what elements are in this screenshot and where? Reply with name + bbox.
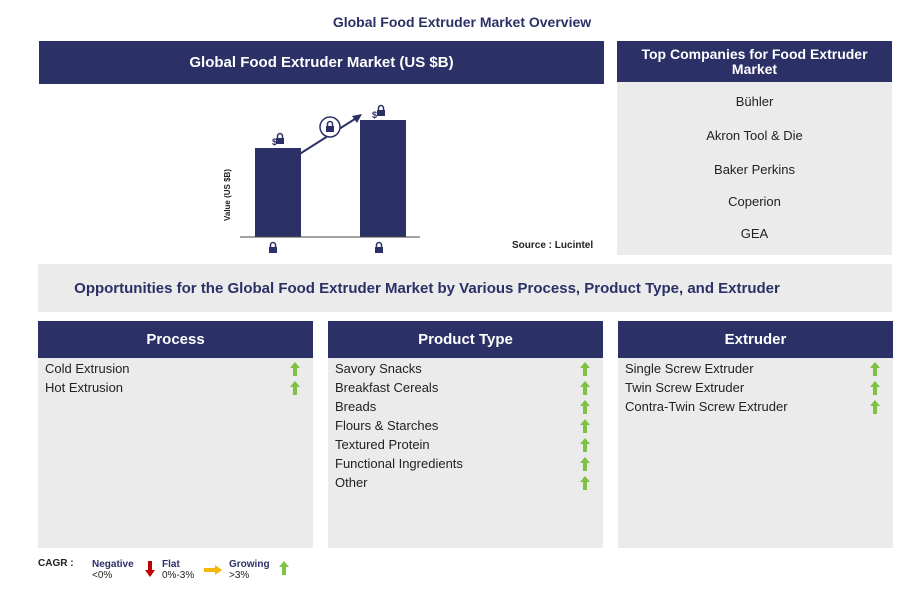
trend-arrow <box>870 362 880 376</box>
segment-item: Cold Extrusion <box>45 360 306 378</box>
legend-range: 0%-3% <box>162 570 195 581</box>
bar <box>360 120 406 237</box>
item-label: Textured Protein <box>335 437 430 452</box>
companies-panel: Bühler Akron Tool & Die Baker Perkins Coper… <box>617 82 892 255</box>
item-label: Breads <box>335 399 377 414</box>
trend-arrow <box>290 381 300 395</box>
trend-arrow <box>580 457 590 471</box>
legend-label: CAGR : <box>38 558 74 569</box>
item-label: Other <box>335 475 368 490</box>
segment-item: Functional Ingredients <box>335 455 596 473</box>
item-label: Cold Extrusion <box>45 361 130 376</box>
segment-item: Breakfast Cereals <box>335 379 596 397</box>
trend-arrow <box>290 362 300 376</box>
market-chart: Value (US $B) $ $ Source : Lucintel <box>223 104 593 254</box>
item-label: Flours & Starches <box>335 418 439 433</box>
page-title: Global Food Extruder Market Overview <box>332 14 592 30</box>
segment-panel: Savory Snacks Breakfast Cereals Breads Flou… <box>328 358 603 548</box>
trend-arrow <box>279 561 289 575</box>
segment-item: Contra-Twin Screw Extruder <box>625 398 886 416</box>
trend-arrow <box>580 381 590 395</box>
trend-arrow <box>204 565 222 575</box>
segment-item: Twin Screw Extruder <box>625 379 886 397</box>
company-name: GEA <box>740 226 769 241</box>
item-label: Savory Snacks <box>335 361 422 376</box>
legend-range: >3% <box>229 570 250 581</box>
item-label: Single Screw Extruder <box>625 361 754 376</box>
segment-header: Extruder <box>618 321 893 358</box>
trend-arrow <box>580 476 590 490</box>
bar-label: $ <box>272 137 277 147</box>
segment-item: Hot Extrusion <box>45 379 306 397</box>
source-note: Source : Lucintel <box>512 240 593 251</box>
bar-label: $ <box>372 110 377 120</box>
opportunities-title: Opportunities for the Global Food Extrud… <box>74 279 780 297</box>
opportunities-band: Opportunities for the Global Food Extrud… <box>38 264 892 312</box>
legend-item: Flat 0%-3% <box>162 559 195 581</box>
segment-header: Product Type <box>328 321 603 358</box>
segment-item: Breads <box>335 398 596 416</box>
trend-arrow <box>870 400 880 414</box>
company-name: Akron Tool & Die <box>706 128 803 143</box>
lock-icon <box>376 104 386 117</box>
trend-arrow <box>145 561 155 577</box>
legend-range: <0% <box>92 570 113 581</box>
segment-item: Other <box>335 474 596 492</box>
item-label: Hot Extrusion <box>45 380 124 395</box>
company-name: Bühler <box>735 94 774 109</box>
segment-item: Savory Snacks <box>335 360 596 378</box>
growth-arrow-head <box>352 114 362 123</box>
segment-item: Textured Protein <box>335 436 596 454</box>
segment-header: Process <box>38 321 313 358</box>
item-label: Functional Ingredients <box>335 456 463 471</box>
companies-header: Top Companies for Food Extruder Market <box>617 41 892 82</box>
item-label: Breakfast Cereals <box>335 380 439 395</box>
trend-arrow <box>580 400 590 414</box>
trend-arrow <box>580 419 590 433</box>
legend-item: Negative <0% <box>92 559 134 581</box>
company-name: Coperion <box>728 194 781 209</box>
y-axis-label: Value (US $B) <box>223 169 232 221</box>
market-header: Global Food Extruder Market (US $B) <box>39 41 604 84</box>
bar <box>255 148 301 237</box>
lock-icon <box>268 241 278 254</box>
trend-arrow <box>580 438 590 452</box>
segment-item: Flours & Starches <box>335 417 596 435</box>
company-name: Baker Perkins <box>714 162 795 177</box>
segment-panel: Single Screw Extruder Twin Screw Extruder… <box>618 358 893 548</box>
legend-item: Growing >3% <box>229 559 270 581</box>
lock-icon <box>374 241 384 254</box>
segment-panel: Cold Extrusion Hot Extrusion <box>38 358 313 548</box>
lock-icon <box>275 132 285 145</box>
item-label: Contra-Twin Screw Extruder <box>625 399 788 414</box>
segment-item: Single Screw Extruder <box>625 360 886 378</box>
trend-arrow <box>870 381 880 395</box>
trend-arrow <box>580 362 590 376</box>
item-label: Twin Screw Extruder <box>625 380 745 395</box>
